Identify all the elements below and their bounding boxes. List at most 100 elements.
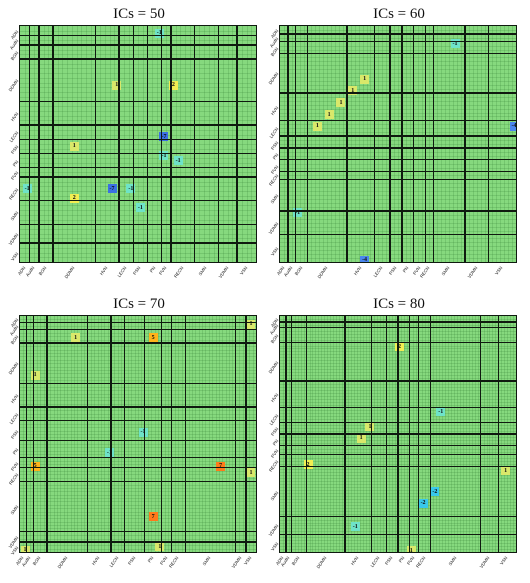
heatmap-grid: 1 1 5 1 -1 -1 5 7 1 7 1 1	[20, 316, 256, 552]
network-boundary-line	[28, 26, 31, 262]
matrix-cell: 7	[216, 461, 226, 471]
minor-gridline	[291, 26, 293, 262]
network-boundary-line	[20, 58, 256, 60]
minor-gridline	[20, 195, 256, 197]
minor-gridline	[20, 430, 256, 432]
minor-gridline	[90, 316, 92, 552]
network-boundary-line	[20, 100, 256, 103]
network-boundary-line	[417, 316, 420, 552]
minor-gridline	[20, 386, 256, 388]
network-boundary-line	[280, 465, 516, 468]
x-tick-label: DDMN	[56, 555, 69, 570]
minor-gridline	[20, 332, 256, 334]
network-boundary-line	[20, 531, 256, 533]
minor-gridline	[24, 26, 26, 262]
minor-gridline	[100, 316, 102, 552]
minor-gridline	[156, 26, 158, 262]
network-boundary-line	[20, 44, 256, 46]
minor-gridline	[20, 437, 256, 438]
matrix-cell: -1	[22, 184, 32, 194]
y-tick-label: VDMN	[267, 221, 280, 235]
minor-gridline	[453, 26, 454, 262]
minor-gridline	[109, 26, 111, 262]
minor-gridline	[208, 26, 210, 262]
minor-gridline	[20, 403, 256, 405]
minor-gridline	[107, 316, 109, 552]
x-tick-label: PSN	[126, 555, 137, 566]
network-boundary-line	[20, 124, 256, 126]
matrix-cell: 1	[324, 110, 334, 119]
minor-gridline	[20, 494, 256, 496]
network-boundary-line	[46, 316, 48, 552]
minor-gridline	[280, 104, 516, 106]
minor-gridline	[335, 26, 336, 262]
network-boundary-line	[280, 147, 516, 149]
grid-frame	[19, 315, 257, 553]
minor-gridline	[134, 316, 136, 552]
minor-gridline	[280, 242, 516, 243]
minor-gridline	[20, 498, 256, 499]
minor-gridline	[280, 203, 516, 204]
minor-gridline	[20, 521, 256, 523]
minor-gridline	[239, 316, 240, 552]
matrix-cell: -1	[293, 208, 303, 218]
matrix-cell: 1	[155, 542, 165, 552]
minor-gridline	[62, 26, 64, 262]
matrix-cell: -1	[154, 28, 164, 38]
minor-gridline	[280, 128, 516, 129]
matrix-cell: 7	[148, 512, 158, 522]
minor-gridline	[280, 37, 516, 39]
minor-gridline	[20, 491, 256, 492]
minor-gridline	[280, 73, 516, 74]
minor-gridline	[323, 26, 324, 262]
matrix-cell: 1	[246, 319, 256, 329]
minor-gridline	[80, 316, 82, 552]
matrix-cell: -1	[159, 151, 169, 161]
network-boundary-line	[20, 541, 256, 543]
x-tick-label: VDMN	[217, 265, 230, 280]
minor-gridline	[114, 316, 115, 552]
minor-gridline	[280, 191, 516, 192]
minor-gridline	[20, 110, 256, 112]
minor-gridline	[20, 148, 256, 150]
network-boundary-line	[413, 26, 415, 262]
minor-gridline	[472, 26, 474, 262]
minor-gridline	[280, 222, 516, 224]
minor-gridline	[86, 26, 87, 262]
minor-gridline	[20, 326, 256, 327]
heatmap-grid: -1 1 2 -7 1 -1 -1 -1 -7 -1 2 -1	[20, 26, 256, 262]
minor-gridline	[20, 410, 256, 411]
minor-gridline	[185, 26, 186, 262]
minor-gridline	[232, 316, 233, 552]
matrix-cell: -4	[360, 255, 370, 262]
minor-gridline	[20, 548, 256, 550]
x-tick-label: VDMN	[466, 265, 479, 280]
minor-gridline	[175, 26, 177, 262]
minor-gridline	[57, 316, 58, 552]
network-boundary-line	[280, 533, 516, 535]
minor-gridline	[20, 484, 256, 486]
minor-gridline	[20, 464, 256, 465]
network-boundary-line	[170, 26, 172, 262]
network-boundary-line	[20, 382, 256, 385]
network-boundary-line	[409, 316, 411, 552]
y-tick-label: SMN	[269, 489, 280, 501]
network-boundary-line	[20, 166, 256, 169]
minor-gridline	[23, 316, 24, 552]
minor-gridline	[342, 26, 344, 262]
minor-gridline	[20, 106, 256, 107]
minor-gridline	[114, 26, 115, 262]
matrix-cell: 2	[69, 193, 79, 203]
minor-gridline	[81, 26, 82, 262]
network-boundary-line	[20, 467, 256, 469]
network-boundary-line	[20, 199, 256, 202]
minor-gridline	[20, 129, 256, 131]
matrix-cell: 1	[365, 422, 375, 432]
y-tick-label: RECN	[8, 187, 20, 201]
minor-gridline	[20, 54, 256, 55]
network-boundary-line	[52, 26, 54, 262]
heatmap-grid: -1 1 1 1 1 1 -4 -1 -4	[280, 26, 516, 262]
minor-gridline	[229, 316, 230, 552]
minor-gridline	[117, 316, 119, 552]
minor-gridline	[280, 61, 516, 62]
